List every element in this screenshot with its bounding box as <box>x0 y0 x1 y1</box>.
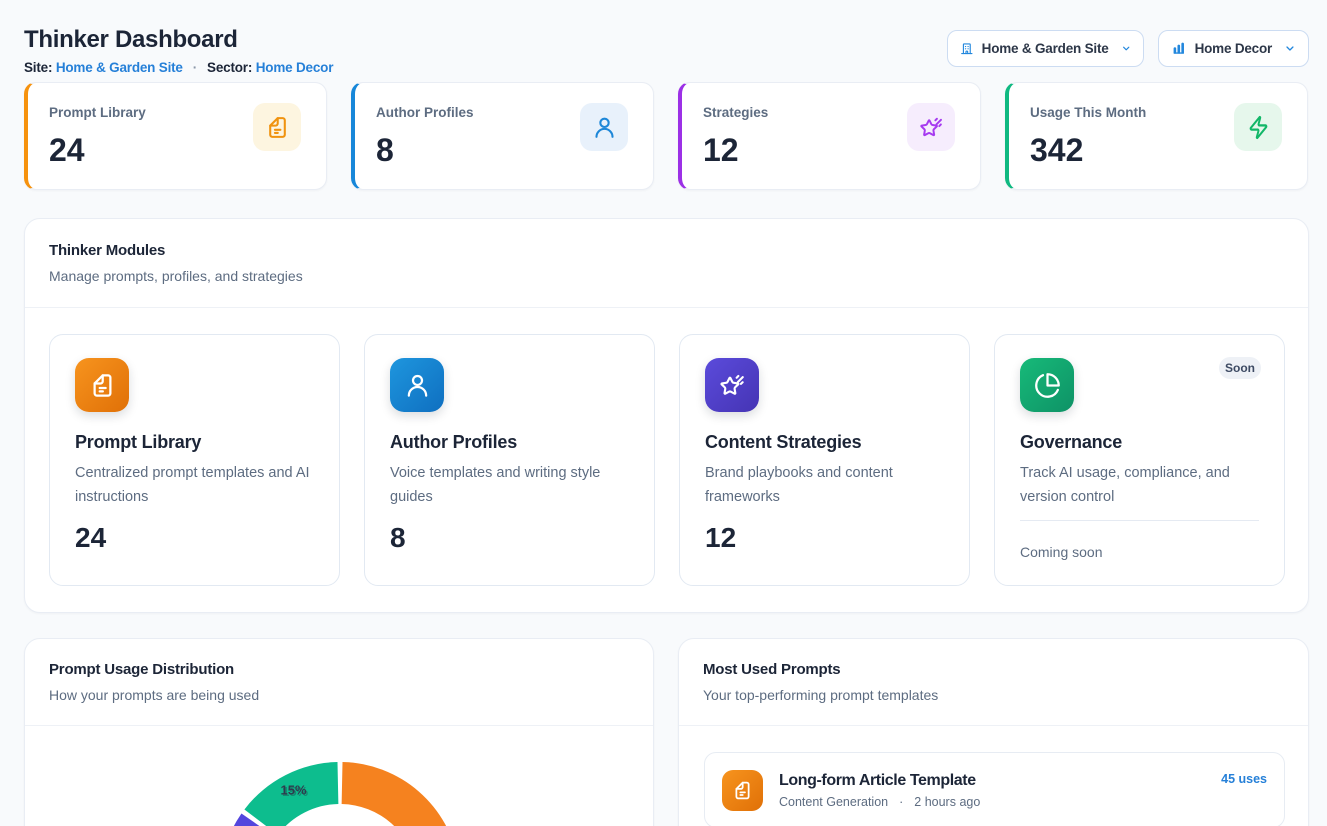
svg-text:15%: 15% <box>280 783 306 798</box>
svg-text:15%: 15% <box>282 784 308 799</box>
